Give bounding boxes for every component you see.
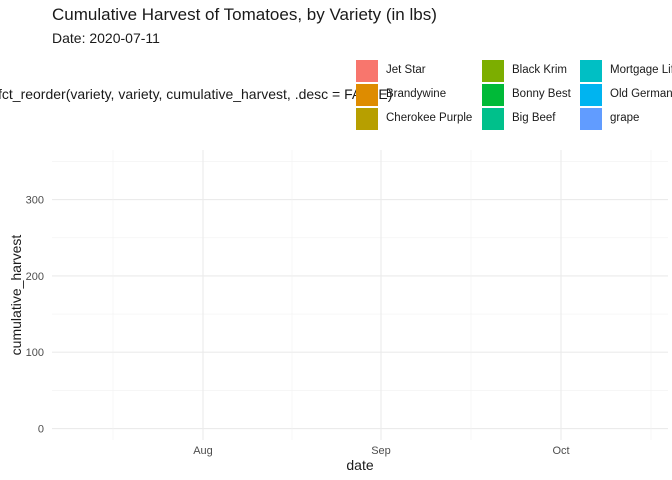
legend: Jet Star Brandywine Cherokee Purple Black K… xyxy=(356,59,672,131)
y-tick-label: 100 xyxy=(26,347,44,359)
legend-label: Black Krim xyxy=(512,64,567,76)
x-axis-title: date xyxy=(346,457,373,473)
legend-swatch xyxy=(356,84,378,106)
legend-swatch xyxy=(482,60,504,82)
legend-label: Brandywine xyxy=(386,88,447,100)
y-axis-title: cumulative_harvest xyxy=(8,235,24,356)
legend-title: fct_reorder(variety, variety, cumulative… xyxy=(0,86,393,102)
legend-swatch xyxy=(482,108,504,130)
x-tick-label: Oct xyxy=(552,445,569,457)
legend-label: grape xyxy=(610,112,640,124)
chart-subtitle: Date: 2020-07-11 xyxy=(52,30,160,46)
y-tick-label: 200 xyxy=(26,271,44,283)
legend-swatch xyxy=(580,60,602,82)
x-tick-label: Sep xyxy=(371,445,391,457)
legend-swatch xyxy=(482,84,504,106)
legend-swatch xyxy=(356,60,378,82)
legend-label: Old German xyxy=(610,88,672,100)
x-tick-label: Aug xyxy=(193,445,213,457)
legend-label: Bonny Best xyxy=(512,88,571,100)
chart-title: Cumulative Harvest of Tomatoes, by Varie… xyxy=(52,5,437,24)
legend-label: Jet Star xyxy=(386,64,426,76)
legend-swatch xyxy=(356,108,378,130)
legend-label: Cherokee Purple xyxy=(386,112,473,124)
y-tick-label: 300 xyxy=(26,195,44,207)
legend-label: Big Beef xyxy=(512,112,556,124)
legend-swatch xyxy=(580,84,602,106)
legend-label: Mortgage Lifter xyxy=(610,64,672,76)
y-tick-label: 0 xyxy=(38,424,44,436)
legend-swatch xyxy=(580,108,602,130)
